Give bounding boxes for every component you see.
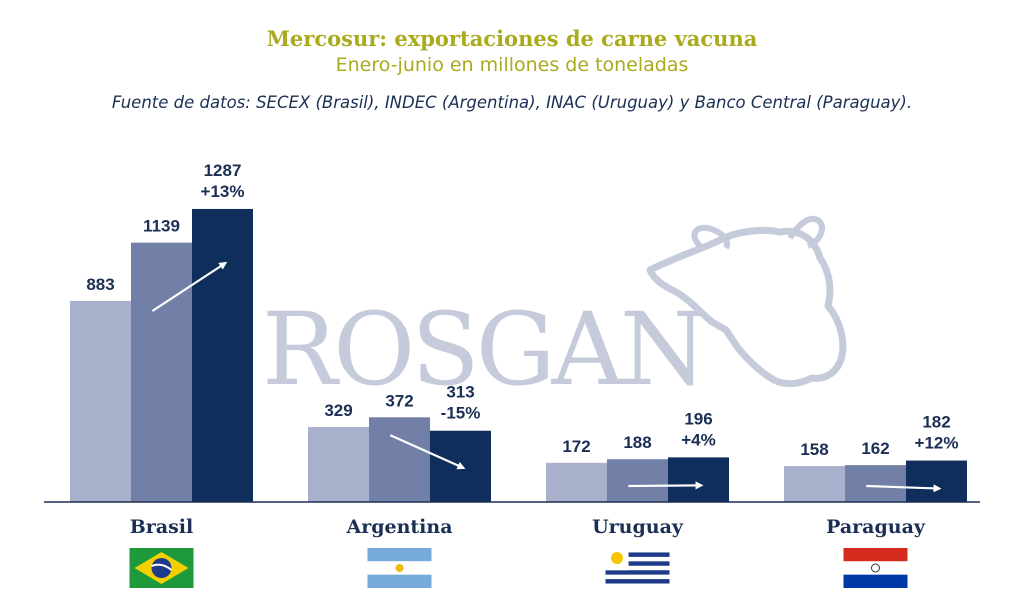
flag-stripe [367, 548, 432, 562]
flag-seal [871, 563, 880, 573]
data-label: 196 [684, 409, 712, 428]
variation-label: +12% [915, 434, 959, 453]
data-label: 188 [623, 433, 651, 452]
data-label: 1287 [204, 161, 242, 180]
flag-stripe [605, 548, 670, 553]
uruguay-flag-icon [605, 548, 670, 589]
cow-head-logo [646, 226, 847, 388]
category-label: Argentina [345, 516, 452, 538]
flag-sun [611, 552, 624, 564]
flag-stripe [605, 556, 670, 562]
flag-stripe [605, 583, 670, 589]
bar-argentina-2 [369, 417, 430, 502]
flag-stripe [605, 570, 670, 575]
data-label: 1139 [143, 217, 180, 236]
flag-globe [151, 558, 172, 578]
flag-stripe [605, 561, 670, 566]
flag-stripe [843, 548, 908, 562]
rosgan-watermark: ROSGAN [262, 215, 847, 408]
chart-subtitle: Enero-junio en millones de toneladas [335, 54, 689, 76]
trend-arrow-up [151, 261, 228, 312]
chart-title: Mercosur: exportaciones de carne vacuna [266, 26, 758, 51]
data-label: 158 [800, 440, 828, 459]
bar-brasil-3 [192, 208, 253, 502]
flag-stripe [843, 574, 908, 588]
paraguay-flag-icon [843, 548, 908, 588]
bar-brasil-1 [70, 300, 131, 502]
data-label: 172 [562, 437, 590, 456]
bar-uruguay-3 [668, 457, 729, 502]
trend-arrow-up [628, 481, 704, 490]
data-label: 372 [385, 391, 413, 410]
variation-label: -15% [441, 404, 481, 423]
trend-arrow-down [389, 434, 466, 470]
bars-layer: 883 1139 1287 +13% Brasil 329 372 313 -15% Argent… [70, 161, 967, 589]
flag-stripe [367, 574, 432, 588]
category-label: Brasil [130, 516, 194, 538]
cow-ear-logo [691, 224, 730, 250]
flag-stripe [605, 565, 670, 571]
trend-arrow-up [866, 484, 942, 493]
watermark-text: ROSGAN [262, 291, 704, 408]
variation-label: +13% [201, 182, 245, 201]
category-label: Uruguay [592, 516, 684, 538]
flag-stripe [605, 574, 670, 580]
data-label: 162 [861, 439, 889, 458]
data-label: 313 [446, 383, 474, 402]
data-label: 329 [324, 401, 352, 420]
flag-sun [395, 564, 404, 572]
variation-label: +4% [681, 430, 716, 449]
bar-paraguay-1 [784, 466, 845, 502]
data-label: 883 [86, 275, 114, 294]
bar-uruguay-1 [546, 462, 607, 502]
chart-source: Fuente de datos: SECEX (Brasil), INDEC (… [111, 93, 913, 112]
bar-uruguay-2 [607, 459, 668, 502]
flag-stripe [605, 552, 670, 558]
data-label: 182 [922, 413, 950, 432]
bar-argentina-1 [308, 427, 369, 502]
brazil-flag-icon [129, 548, 194, 588]
bar-paraguay-3 [906, 460, 967, 502]
flag-stripe [843, 561, 908, 575]
argentina-flag-icon [367, 548, 432, 588]
flag-stripe [605, 579, 670, 584]
cow-horn-logo [787, 215, 826, 249]
flag-band [151, 563, 173, 571]
category-label: Paraguay [826, 516, 926, 538]
bar-paraguay-2 [845, 465, 906, 502]
bar-brasil-2 [131, 242, 192, 502]
